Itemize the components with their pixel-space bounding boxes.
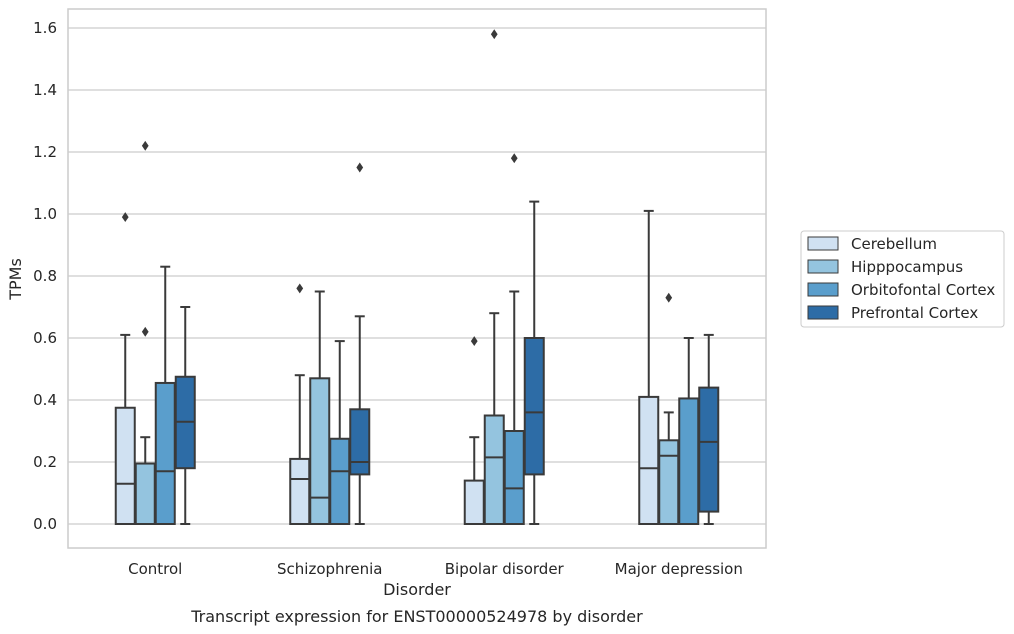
box-hipppocampus-2 bbox=[483, 29, 505, 525]
outlier-point bbox=[356, 162, 364, 173]
y-tick-labels: 0.0 0.2 0.4 0.6 0.8 1.0 1.2 1.4 1.6 bbox=[33, 19, 57, 533]
outlier-point bbox=[490, 29, 498, 40]
box-hipppocampus-1 bbox=[309, 290, 331, 525]
x-tick-label: Major depression bbox=[615, 560, 743, 578]
legend-swatch bbox=[807, 236, 839, 251]
box-hipppocampus-3 bbox=[658, 292, 680, 525]
box-body bbox=[503, 430, 525, 525]
box-prefrontal-cortex-2 bbox=[523, 200, 545, 525]
box-body bbox=[114, 406, 136, 525]
box-body bbox=[309, 377, 331, 525]
chart-caption: Transcript expression for ENST0000052497… bbox=[190, 607, 643, 626]
box-body bbox=[349, 408, 371, 476]
legend-label: Orbitofontal Cortex bbox=[851, 281, 995, 299]
legend-swatch bbox=[807, 305, 839, 320]
box-orbitofontal-cortex-1 bbox=[329, 340, 351, 525]
box-body bbox=[154, 381, 176, 526]
box-cerebellum-0 bbox=[114, 212, 136, 525]
box-layer bbox=[114, 29, 720, 526]
legend-label: Cerebellum bbox=[851, 235, 937, 253]
box-orbitofontal-cortex-0 bbox=[154, 265, 176, 526]
box-body bbox=[638, 395, 660, 525]
box-body bbox=[698, 386, 720, 513]
box-cerebellum-3 bbox=[638, 209, 660, 525]
box-prefrontal-cortex-1 bbox=[349, 162, 371, 525]
box-body bbox=[463, 479, 485, 526]
outlier-point bbox=[121, 212, 129, 223]
box-hipppocampus-0 bbox=[134, 140, 156, 525]
x-axis-label: Disorder bbox=[383, 580, 451, 599]
x-tick-label: Bipolar disorder bbox=[445, 560, 565, 578]
box-orbitofontal-cortex-2 bbox=[503, 153, 525, 525]
box-cerebellum-2 bbox=[463, 336, 485, 526]
box-body bbox=[658, 439, 680, 525]
box-prefrontal-cortex-3 bbox=[698, 333, 720, 525]
box-body bbox=[483, 414, 505, 525]
x-tick-label: Control bbox=[128, 560, 182, 578]
legend: Cerebellum Hipppocampus Orbitofontal Corte… bbox=[800, 230, 1005, 328]
outlier-point bbox=[296, 283, 304, 294]
y-tick-label: 0.2 bbox=[33, 453, 57, 471]
box-body bbox=[289, 457, 311, 525]
legend-label: Prefrontal Cortex bbox=[851, 304, 978, 322]
outlier-point bbox=[141, 140, 149, 151]
plot-frame bbox=[67, 8, 767, 549]
y-tick-label: 1.4 bbox=[33, 81, 57, 99]
x-tick-label: Schizophrenia bbox=[277, 560, 382, 578]
legend-label: Hipppocampus bbox=[851, 258, 963, 276]
box-body bbox=[678, 397, 700, 526]
legend-frame bbox=[800, 230, 1005, 328]
box-orbitofontal-cortex-3 bbox=[678, 337, 700, 526]
legend-swatch bbox=[807, 259, 839, 274]
x-tick-labels: Control Schizophrenia Bipolar disorder Majo… bbox=[128, 560, 743, 578]
outlier-point bbox=[141, 326, 149, 337]
box-prefrontal-cortex-0 bbox=[174, 306, 196, 525]
outlier-point bbox=[665, 292, 673, 303]
box-body bbox=[523, 337, 545, 476]
outlier-point bbox=[510, 153, 518, 164]
y-tick-label: 0.8 bbox=[33, 267, 57, 285]
outlier-point bbox=[470, 336, 478, 347]
box-body bbox=[329, 437, 351, 525]
box-cerebellum-1 bbox=[289, 283, 311, 525]
y-tick-label: 0.6 bbox=[33, 329, 57, 347]
y-tick-label: 1.6 bbox=[33, 19, 57, 37]
y-tick-label: 1.2 bbox=[33, 143, 57, 161]
legend-swatch bbox=[807, 282, 839, 297]
y-tick-label: 0.4 bbox=[33, 391, 57, 409]
y-tick-label: 0.0 bbox=[33, 515, 57, 533]
y-tick-label: 1.0 bbox=[33, 205, 57, 223]
box-body bbox=[134, 462, 156, 525]
y-axis-label: TPMs bbox=[6, 258, 25, 301]
